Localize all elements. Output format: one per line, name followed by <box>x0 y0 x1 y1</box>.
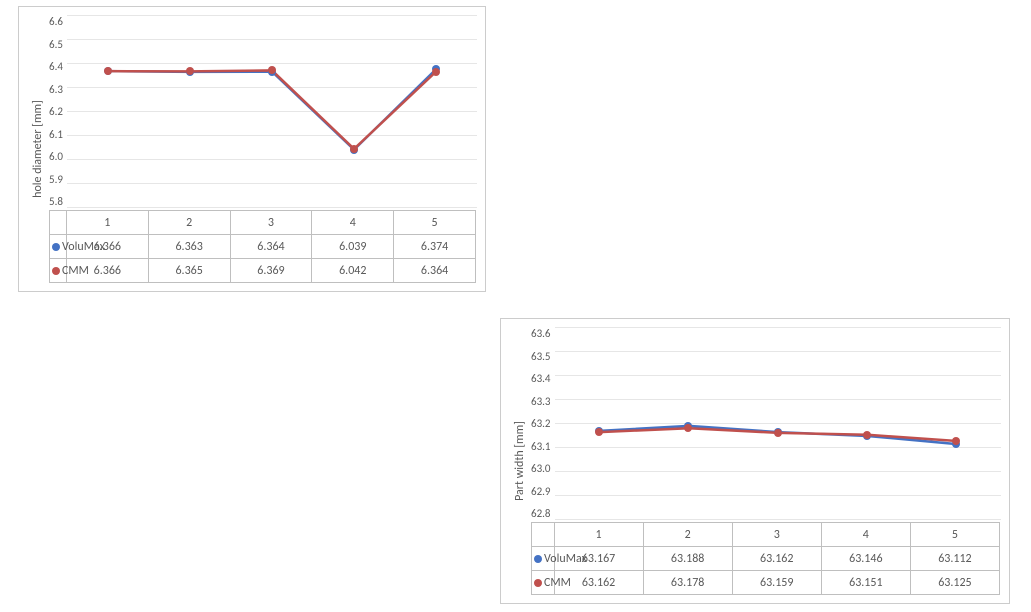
data-marker <box>684 424 692 432</box>
series-legend: VoluMax <box>532 547 555 571</box>
data-value: 6.364 <box>231 235 313 259</box>
data-value: 6.366 <box>67 259 149 283</box>
data-value: 63.178 <box>644 571 733 595</box>
legend-spacer <box>50 211 67 235</box>
y-tick-label: 63.2 <box>531 417 551 430</box>
data-marker <box>350 145 358 153</box>
category-header: 4 <box>822 523 911 547</box>
data-value: 63.162 <box>733 547 822 571</box>
hole-diameter-chart: hole diameter [mm] 6.6 6.5 6.4 6.3 6.2 6.1 6.0… <box>18 6 486 292</box>
y-axis-label: hole diameter [mm] <box>27 15 49 283</box>
y-tick-label: 62.9 <box>531 485 551 498</box>
legend-spacer <box>532 523 555 547</box>
data-table: 12345VoluMax6.3666.3636.3646.0396.374CMM… <box>49 210 476 283</box>
table-header-row: 12345 <box>50 211 476 235</box>
data-value: 6.039 <box>312 235 394 259</box>
gridline <box>555 519 1001 520</box>
data-value: 63.112 <box>911 547 1000 571</box>
y-tick-label: 6.6 <box>49 15 63 28</box>
y-tick-label: 6.0 <box>49 150 63 163</box>
y-axis-ticks: 6.6 6.5 6.4 6.3 6.2 6.1 6.0 5.9 5.8 <box>49 15 67 208</box>
data-marker <box>104 67 112 75</box>
data-marker <box>595 428 603 436</box>
data-marker <box>952 437 960 445</box>
data-table: 12345VoluMax63.16763.18863.16263.14663.1… <box>531 522 1000 595</box>
y-tick-label: 63.4 <box>531 372 551 385</box>
part-width-chart: Part width [mm] 63.6 63.5 63.4 63.3 63.2 63.1… <box>500 318 1010 604</box>
data-value: 63.146 <box>822 547 911 571</box>
category-header: 2 <box>149 211 231 235</box>
plot-area <box>555 327 1001 520</box>
data-value: 63.159 <box>733 571 822 595</box>
table-row: VoluMax63.16763.18863.16263.14663.112 <box>532 547 1000 571</box>
y-tick-label: 63.1 <box>531 440 551 453</box>
y-tick-label: 63.5 <box>531 350 551 363</box>
category-header: 5 <box>394 211 476 235</box>
y-tick-label: 6.3 <box>49 83 63 96</box>
data-value: 63.188 <box>644 547 733 571</box>
category-header: 4 <box>312 211 394 235</box>
data-value: 6.369 <box>231 259 313 283</box>
y-axis-ticks: 63.6 63.5 63.4 63.3 63.2 63.1 63.0 62.9 62.8 <box>531 327 555 520</box>
data-marker <box>186 67 194 75</box>
data-value: 6.374 <box>394 235 476 259</box>
category-header: 5 <box>911 523 1000 547</box>
data-value: 6.363 <box>149 235 231 259</box>
category-header: 1 <box>67 211 149 235</box>
y-tick-label: 6.2 <box>49 105 63 118</box>
table-row: CMM6.3666.3656.3696.0426.364 <box>50 259 476 283</box>
series-legend: CMM <box>532 571 555 595</box>
category-header: 3 <box>231 211 313 235</box>
category-header: 1 <box>555 523 644 547</box>
y-tick-label: 5.9 <box>49 173 63 186</box>
series-legend: VoluMax <box>50 235 67 259</box>
data-value: 63.167 <box>555 547 644 571</box>
data-value: 6.366 <box>67 235 149 259</box>
y-tick-label: 6.1 <box>49 128 63 141</box>
data-value: 63.162 <box>555 571 644 595</box>
table-row: CMM63.16263.17863.15963.15163.125 <box>532 571 1000 595</box>
data-value: 63.151 <box>822 571 911 595</box>
y-tick-label: 62.8 <box>531 507 551 520</box>
data-value: 6.042 <box>312 259 394 283</box>
data-value: 63.125 <box>911 571 1000 595</box>
data-marker <box>268 66 276 74</box>
data-value: 6.365 <box>149 259 231 283</box>
gridline <box>67 207 477 208</box>
plot-area <box>67 15 477 208</box>
y-tick-label: 6.5 <box>49 38 63 51</box>
series-line <box>108 69 436 149</box>
data-marker <box>774 429 782 437</box>
y-tick-label: 63.0 <box>531 462 551 475</box>
category-header: 3 <box>733 523 822 547</box>
series-line <box>108 70 436 148</box>
series-legend: CMM <box>50 259 67 283</box>
y-tick-label: 63.6 <box>531 327 551 340</box>
data-marker <box>863 431 871 439</box>
y-axis-label: Part width [mm] <box>509 327 531 595</box>
y-tick-label: 5.8 <box>49 195 63 208</box>
table-header-row: 12345 <box>532 523 1000 547</box>
y-tick-label: 6.4 <box>49 60 63 73</box>
category-header: 2 <box>644 523 733 547</box>
data-marker <box>432 68 440 76</box>
y-tick-label: 63.3 <box>531 395 551 408</box>
data-value: 6.364 <box>394 259 476 283</box>
table-row: VoluMax6.3666.3636.3646.0396.374 <box>50 235 476 259</box>
